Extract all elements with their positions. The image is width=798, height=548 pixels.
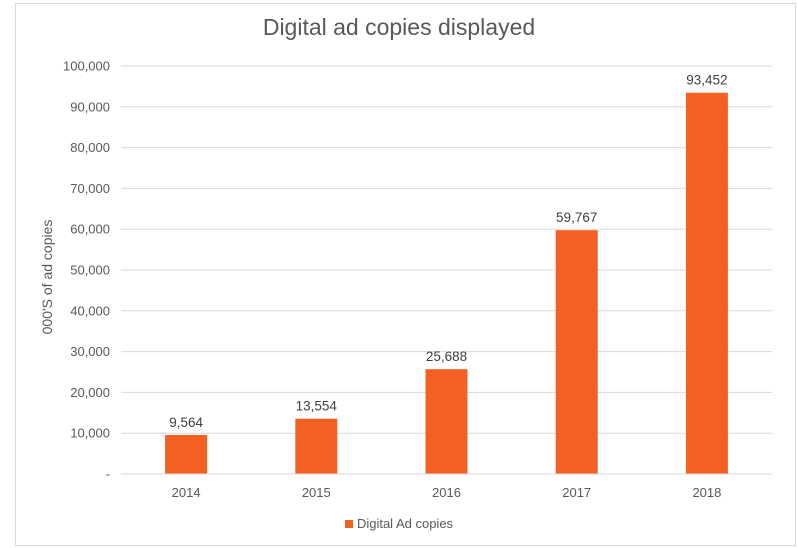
y-tick-label: 10,000 (70, 426, 110, 441)
y-tick-label: 20,000 (70, 385, 110, 400)
y-tick-label: 60,000 (70, 222, 110, 237)
bar (685, 92, 728, 474)
y-tick-label: 70,000 (70, 181, 110, 196)
bar (295, 418, 338, 474)
y-tick-label: 50,000 (70, 263, 110, 278)
y-tick-label: 100,000 (63, 59, 110, 74)
bar (425, 369, 468, 474)
x-tick-label: 2018 (692, 485, 721, 500)
chart-title: Digital ad copies displayed (262, 14, 536, 40)
y-tick-label: 30,000 (70, 344, 110, 359)
x-tick-label: 2014 (172, 485, 201, 500)
x-tick-label: 2015 (302, 485, 331, 500)
y-tick-label: 90,000 (70, 99, 110, 114)
data-label: 25,688 (426, 349, 467, 364)
legend-swatch (344, 519, 353, 528)
x-tick-label: 2016 (432, 485, 461, 500)
legend: Digital Ad copies (0, 516, 798, 531)
y-tick-label: 40,000 (70, 303, 110, 318)
bar (555, 230, 598, 474)
legend-label: Digital Ad copies (356, 516, 454, 531)
data-label: 59,767 (556, 210, 597, 225)
chart-frame (15, 3, 796, 546)
bar (165, 434, 208, 474)
y-tick-label: - (106, 467, 110, 482)
data-label: 9,564 (169, 415, 203, 430)
data-label: 93,452 (686, 73, 727, 88)
y-tick-label: 80,000 (70, 140, 110, 155)
x-tick-label: 2017 (562, 485, 591, 500)
data-label: 13,554 (296, 399, 338, 414)
